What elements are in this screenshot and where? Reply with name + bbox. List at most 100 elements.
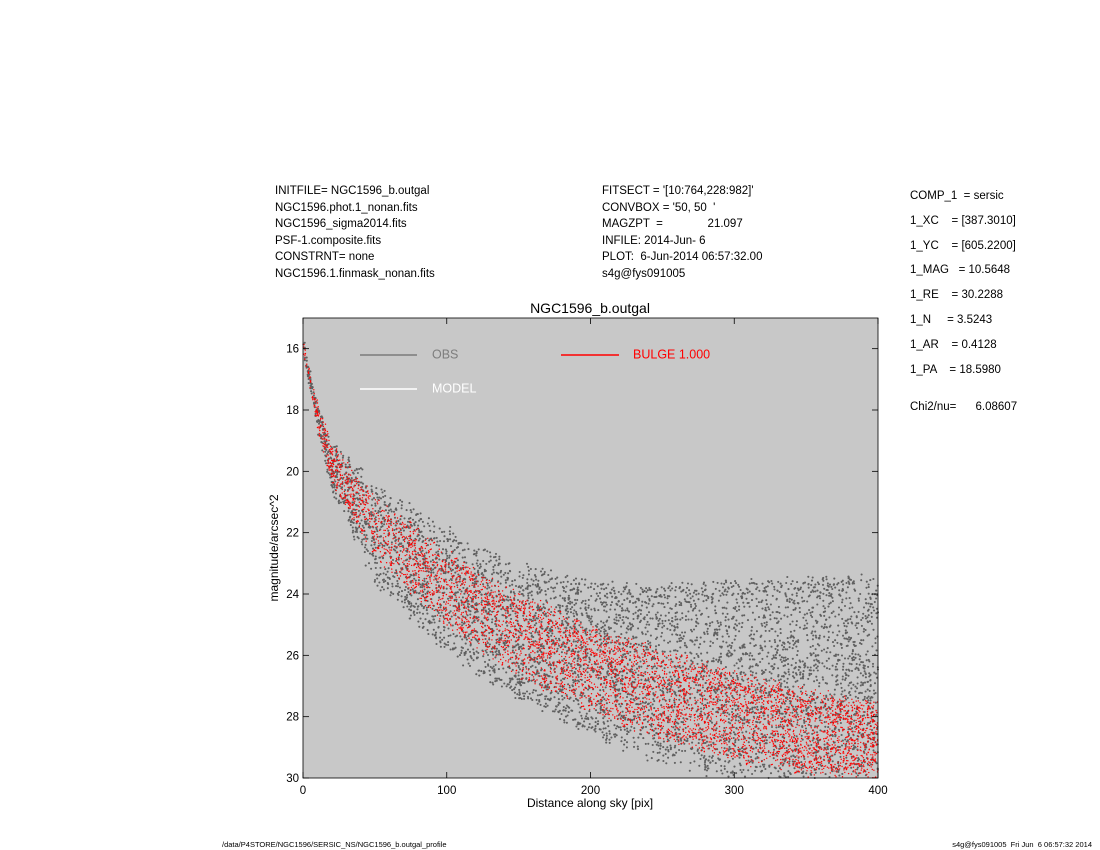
data-point [789,630,792,633]
data-point [498,643,501,646]
data-point [574,577,578,580]
fit-parameters: COMP_1 = sersic 1_XC = [387.3010] 1_YC =… [910,190,1017,413]
data-point [703,594,706,597]
data-point [422,607,425,610]
data-point [360,519,363,522]
data-point [594,721,597,724]
data-point [629,593,632,596]
data-point [558,644,561,647]
data-point [719,621,722,624]
data-point [658,594,661,597]
data-point [546,704,549,707]
data-point [693,589,697,592]
data-point [721,606,724,609]
data-point [577,656,580,659]
data-point [425,609,428,612]
data-point [505,598,508,601]
data-point [376,496,379,499]
data-point [426,581,429,584]
data-point [533,574,537,577]
data-point [782,656,785,659]
param-xc: 1_XC = [387.3010] [910,214,1016,227]
data-point [410,604,413,607]
data-point [493,671,496,674]
data-point [378,544,381,547]
data-point [404,585,407,589]
data-point [473,552,476,555]
data-point [676,640,679,643]
data-point [733,649,736,652]
data-point [435,637,438,640]
data-point [674,725,677,728]
data-point [571,606,574,609]
data-point [651,605,654,608]
data-point [536,650,539,653]
data-point [532,617,535,620]
data-point [388,502,392,505]
data-point [667,611,670,614]
data-point [793,676,796,679]
data-point [466,658,469,661]
data-point [776,634,779,637]
data-point [868,672,871,675]
data-point [400,567,403,570]
data-point [403,601,406,604]
data-point [783,772,786,775]
data-point [743,716,746,720]
data-point [407,591,410,594]
data-point [336,473,339,476]
data-point [824,773,827,776]
data-point [823,587,826,590]
data-point [424,537,427,541]
data-point [362,526,365,529]
data-point [808,669,811,672]
data-point [692,607,695,611]
data-point [622,622,625,625]
data-point [820,625,823,628]
data-point [417,592,421,595]
data-point [759,765,762,768]
data-point [813,680,816,683]
data-point [539,703,542,706]
data-point [577,639,580,642]
data-point [719,652,722,655]
data-point [475,554,478,557]
data-point [456,655,459,658]
data-point [379,573,382,576]
data-point [623,599,626,602]
data-point [816,603,819,606]
data-point [534,666,537,669]
data-point [508,562,511,565]
data-point [660,631,664,634]
data-point [400,590,404,593]
data-point [673,699,676,702]
data-point [555,582,559,585]
data-point [748,582,751,585]
data-point [770,725,774,729]
data-point [852,683,855,686]
data-point [852,744,855,747]
data-point [684,600,687,603]
data-point [383,501,386,504]
data-point [494,650,497,654]
data-point [518,575,521,578]
data-point [732,671,735,674]
data-point [663,683,666,686]
data-point [439,539,442,543]
data-point [850,687,853,690]
data-point [740,658,743,661]
data-point [575,610,578,613]
data-point [357,509,360,512]
data-point [766,585,769,588]
data-point [486,663,490,666]
data-point [846,638,849,641]
data-point [548,675,551,678]
data-point [790,598,793,601]
data-point [653,665,656,668]
data-point [655,615,658,619]
data-point [427,632,430,636]
data-point [793,599,796,602]
data-point [805,709,808,712]
data-point [797,639,800,642]
data-point [480,593,483,596]
